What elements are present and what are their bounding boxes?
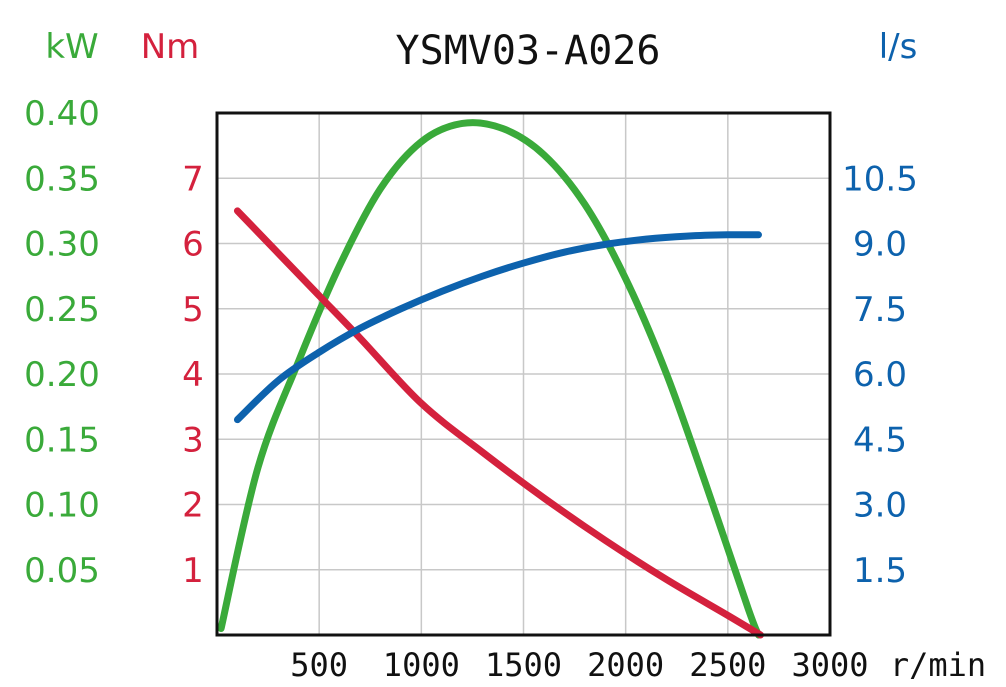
flow-tick-label: 6.0 xyxy=(853,355,907,395)
torque-tick-label: 7 xyxy=(182,159,204,199)
x-tick-label: 2500 xyxy=(689,646,766,684)
series-group xyxy=(217,119,765,639)
flow-tick-label: 10.5 xyxy=(842,159,918,199)
power-tick-label: 0.35 xyxy=(24,159,100,199)
flow-tick-label: 3.0 xyxy=(853,486,907,526)
power-curve xyxy=(217,119,762,639)
torque-tick-label: 3 xyxy=(182,420,204,460)
torque-tick-label: 2 xyxy=(182,486,204,526)
x-tick-label: 1000 xyxy=(383,646,460,684)
power-tick-label: 0.15 xyxy=(24,420,100,460)
x-tick-label: 1500 xyxy=(485,646,562,684)
flow-curve xyxy=(233,231,762,424)
power-tick-label: 0.20 xyxy=(24,355,100,395)
x-tick-label: 2000 xyxy=(587,646,664,684)
flow-tick-label: 9.0 xyxy=(853,225,907,265)
torque-tick-label: 4 xyxy=(182,355,204,395)
power-tick-label: 0.40 xyxy=(24,94,100,134)
torque-tick-label: 5 xyxy=(182,290,204,330)
grid xyxy=(217,113,830,635)
tick-labels: 500 1000 1500 2000 2500 3000 0.05 0.10 0.15 0.20 0… xyxy=(24,94,918,684)
torque-tick-label: 6 xyxy=(182,225,204,265)
power-axis-unit: kW xyxy=(45,27,98,67)
torque-tick-label: 1 xyxy=(182,551,204,591)
x-tick-label: 500 xyxy=(290,646,348,684)
power-tick-label: 0.05 xyxy=(24,551,100,591)
flow-tick-label: 1.5 xyxy=(853,551,907,591)
power-tick-label: 0.30 xyxy=(24,225,100,265)
power-tick-label: 0.10 xyxy=(24,486,100,526)
x-axis-label: r/min xyxy=(890,646,986,684)
power-tick-label: 0.25 xyxy=(24,290,100,330)
plot-frame xyxy=(215,111,832,637)
torque-curve xyxy=(233,207,765,639)
chart-title: YSMV03-A026 xyxy=(396,28,661,74)
flow-tick-label: 7.5 xyxy=(853,290,907,330)
x-tick-label: 3000 xyxy=(791,646,868,684)
flow-axis-unit: l/s xyxy=(879,27,918,67)
flow-tick-label: 4.5 xyxy=(853,420,907,460)
torque-axis-unit: Nm xyxy=(141,27,200,67)
